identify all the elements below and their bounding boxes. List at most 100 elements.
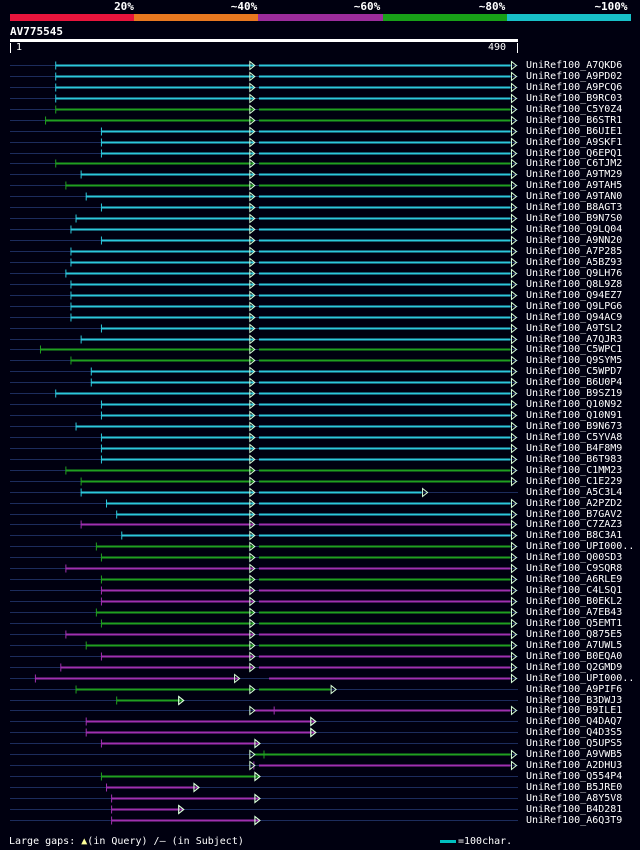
hit-row[interactable] — [10, 93, 518, 104]
hit-label[interactable]: UniRef100_B4F8M9 — [526, 442, 623, 454]
hit-label[interactable]: UniRef100_B9N673 — [526, 420, 623, 432]
hit-label[interactable]: UniRef100_Q5EMT1 — [526, 617, 623, 629]
hit-label[interactable]: UniRef100_C5YVA8 — [526, 431, 623, 443]
hit-row[interactable] — [10, 585, 518, 596]
hit-row[interactable] — [10, 334, 518, 345]
hit-label[interactable]: UniRef100_A7P285 — [526, 245, 623, 257]
hit-label[interactable]: UniRef100_B9N7S0 — [526, 212, 623, 224]
hit-row[interactable] — [10, 235, 518, 246]
hit-row[interactable] — [10, 323, 518, 334]
hit-row[interactable] — [10, 662, 518, 673]
hit-label[interactable]: UniRef100_A9PCQ6 — [526, 81, 623, 93]
hit-row[interactable] — [10, 793, 518, 804]
hit-label[interactable]: UniRef100_C4LSQ1 — [526, 584, 623, 596]
hit-label[interactable]: UniRef100_C5Y0Z4 — [526, 103, 623, 115]
hit-row[interactable] — [10, 410, 518, 421]
hit-label[interactable]: UniRef100_B6U0P4 — [526, 376, 623, 388]
hit-label[interactable]: UniRef100_A7QJR3 — [526, 333, 623, 345]
hit-row[interactable] — [10, 399, 518, 410]
hit-row[interactable] — [10, 618, 518, 629]
hit-label[interactable]: UniRef100_Q9LH76 — [526, 267, 623, 279]
hit-row[interactable] — [10, 268, 518, 279]
hit-label[interactable]: UniRef100_Q9SYM5 — [526, 354, 623, 366]
hit-row[interactable] — [10, 137, 518, 148]
hit-row[interactable] — [10, 191, 518, 202]
hit-row[interactable] — [10, 476, 518, 487]
hit-row[interactable] — [10, 290, 518, 301]
hit-label[interactable]: UniRef100_Q94AC9 — [526, 311, 623, 323]
hit-label[interactable]: UniRef100_C1E229 — [526, 475, 623, 487]
hit-row[interactable] — [10, 169, 518, 180]
hit-label[interactable]: UniRef100_B0EKL2 — [526, 595, 623, 607]
hit-row[interactable] — [10, 355, 518, 366]
hit-label[interactable]: UniRef100_A9PD02 — [526, 70, 623, 82]
hit-label[interactable]: UniRef100_A9SKF1 — [526, 136, 623, 148]
hit-row[interactable] — [10, 487, 518, 498]
hit-row[interactable] — [10, 673, 518, 684]
hit-label[interactable]: UniRef100_A5BZ93 — [526, 256, 623, 268]
hit-label[interactable]: UniRef100_B7GAV2 — [526, 508, 623, 520]
hit-label[interactable]: UniRef100_Q4DAQ7 — [526, 715, 623, 727]
hit-row[interactable] — [10, 760, 518, 771]
hit-label[interactable]: UniRef100_A8Y5V8 — [526, 792, 623, 804]
hit-row[interactable] — [10, 301, 518, 312]
hit-label[interactable]: UniRef100_Q9LPG6 — [526, 300, 623, 312]
hit-row[interactable] — [10, 465, 518, 476]
hit-row[interactable] — [10, 695, 518, 706]
hit-row[interactable] — [10, 782, 518, 793]
hit-label[interactable]: UniRef100_B0EQA0 — [526, 650, 623, 662]
hit-label[interactable]: UniRef100_A9TAH5 — [526, 179, 623, 191]
hit-label[interactable]: UniRef100_B5JRE0 — [526, 781, 623, 793]
hit-label[interactable]: UniRef100_A6RLE9 — [526, 573, 623, 585]
hit-row[interactable] — [10, 71, 518, 82]
hit-label[interactable]: UniRef100_UPI000.. — [526, 672, 635, 684]
hit-label[interactable]: UniRef100_Q5UPS5 — [526, 737, 623, 749]
hit-label[interactable]: UniRef100_UPI000.. — [526, 540, 635, 552]
hit-label[interactable]: UniRef100_B6UIE1 — [526, 125, 623, 137]
hit-label[interactable]: UniRef100_A7EB43 — [526, 606, 623, 618]
hit-label[interactable]: UniRef100_A9VWB5 — [526, 748, 623, 760]
hit-label[interactable]: UniRef100_B9SZ19 — [526, 387, 623, 399]
hit-row[interactable] — [10, 388, 518, 399]
hit-label[interactable]: UniRef100_Q554P4 — [526, 770, 623, 782]
hit-row[interactable] — [10, 804, 518, 815]
hit-label[interactable]: UniRef100_A9TAN0 — [526, 190, 623, 202]
hit-label[interactable]: UniRef100_C7ZAZ3 — [526, 518, 623, 530]
hit-row[interactable] — [10, 596, 518, 607]
hit-row[interactable] — [10, 530, 518, 541]
hit-label[interactable]: UniRef100_Q4D3S5 — [526, 726, 623, 738]
hit-row[interactable] — [10, 574, 518, 585]
hit-label[interactable]: UniRef100_Q8L9Z8 — [526, 278, 623, 290]
hit-row[interactable] — [10, 815, 518, 826]
hit-label[interactable]: UniRef100_A9TM29 — [526, 168, 623, 180]
hit-row[interactable] — [10, 148, 518, 159]
hit-label[interactable]: UniRef100_Q875E5 — [526, 628, 623, 640]
hit-label[interactable]: UniRef100_B6T983 — [526, 453, 623, 465]
hit-row[interactable] — [10, 607, 518, 618]
hit-label[interactable]: UniRef100_Q10N92 — [526, 398, 623, 410]
hit-row[interactable] — [10, 213, 518, 224]
hit-label[interactable]: UniRef100_A9NN20 — [526, 234, 623, 246]
hit-row[interactable] — [10, 115, 518, 126]
hit-label[interactable]: UniRef100_Q2GMD9 — [526, 661, 623, 673]
hit-row[interactable] — [10, 246, 518, 257]
hit-row[interactable] — [10, 279, 518, 290]
hit-row[interactable] — [10, 727, 518, 738]
hit-label[interactable]: UniRef100_A5C3L4 — [526, 486, 623, 498]
hit-row[interactable] — [10, 443, 518, 454]
hit-row[interactable] — [10, 421, 518, 432]
hit-row[interactable] — [10, 640, 518, 651]
hit-row[interactable] — [10, 738, 518, 749]
hit-label[interactable]: UniRef100_B6STR1 — [526, 114, 623, 126]
hit-row[interactable] — [10, 749, 518, 760]
hit-row[interactable] — [10, 257, 518, 268]
hit-row[interactable] — [10, 82, 518, 93]
hit-label[interactable]: UniRef100_B3DWJ3 — [526, 694, 623, 706]
hit-row[interactable] — [10, 651, 518, 662]
hit-row[interactable] — [10, 180, 518, 191]
hit-label[interactable]: UniRef100_B8AGT3 — [526, 201, 623, 213]
hit-label[interactable]: UniRef100_C1MM23 — [526, 464, 623, 476]
hit-row[interactable] — [10, 366, 518, 377]
hit-row[interactable] — [10, 344, 518, 355]
hit-row[interactable] — [10, 629, 518, 640]
